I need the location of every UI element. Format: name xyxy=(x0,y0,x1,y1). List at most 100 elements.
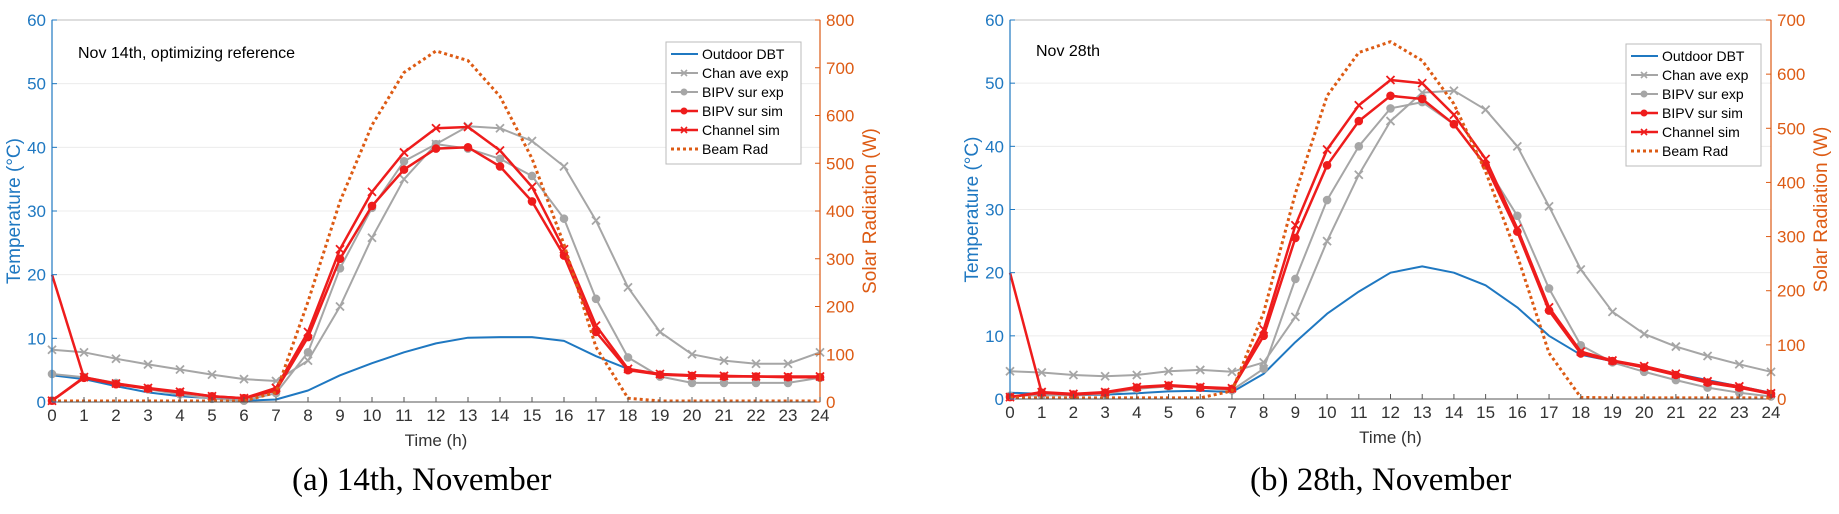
x-tick-label: 18 xyxy=(1571,403,1590,422)
legend-marker xyxy=(680,88,688,96)
x-tick-label: 0 xyxy=(1005,403,1014,422)
data-point xyxy=(1449,86,1459,96)
y2-tick-label: 600 xyxy=(826,107,854,126)
y-tick-label: 20 xyxy=(985,264,1004,283)
y2-tick-label: 100 xyxy=(1777,336,1805,355)
data-point xyxy=(1132,370,1142,380)
data-point xyxy=(783,371,793,382)
data-point xyxy=(367,233,377,243)
data-point xyxy=(303,355,313,366)
y2-tick-label: 200 xyxy=(826,298,854,317)
data-point xyxy=(1322,236,1332,246)
data-point xyxy=(1386,91,1395,101)
data-point xyxy=(367,201,377,211)
data-point xyxy=(1163,366,1174,376)
x-tick-label: 15 xyxy=(1476,403,1495,422)
x-tick-label: 8 xyxy=(1259,403,1268,422)
legend-label: Channel sim xyxy=(702,122,780,138)
x-tick-label: 21 xyxy=(715,406,734,425)
y-tick-label: 50 xyxy=(27,75,46,94)
data-point xyxy=(1386,104,1395,113)
data-point xyxy=(591,294,601,304)
data-point xyxy=(1671,341,1681,352)
data-point xyxy=(1417,94,1427,104)
x-tick-label: 13 xyxy=(459,406,478,425)
data-point xyxy=(1037,367,1047,378)
data-point xyxy=(527,197,537,206)
data-point xyxy=(111,378,121,389)
data-point xyxy=(1195,365,1205,375)
data-point xyxy=(239,374,249,384)
x-tick-label: 10 xyxy=(1318,403,1337,422)
data-point xyxy=(303,348,313,357)
y-tick-label: 0 xyxy=(37,393,46,412)
caption-a: (a) 14th, November xyxy=(292,462,552,498)
x-tick-label: 23 xyxy=(779,406,798,425)
legend-label: BIPV sur exp xyxy=(702,84,784,100)
initial-spike-line xyxy=(1008,272,1043,394)
data-point xyxy=(1512,141,1522,151)
data-point xyxy=(1702,376,1713,386)
data-point xyxy=(1322,195,1332,205)
data-point xyxy=(751,359,761,369)
chart-panel-1: 0 1 2 3 4 5 6 7 8 9 10 11 12 13 14 15 16 17 18 19 20 21 22 23 24… xyxy=(962,11,1832,447)
initial-spike-line xyxy=(50,274,86,379)
data-point xyxy=(1227,367,1237,377)
x-tick-label: 14 xyxy=(1444,403,1463,422)
data-point xyxy=(1417,78,1427,88)
x-tick-label: 1 xyxy=(79,406,88,425)
data-point xyxy=(335,301,345,312)
x-tick-label: 7 xyxy=(1227,403,1236,422)
data-point xyxy=(1702,351,1713,361)
y-tick-label: 10 xyxy=(985,327,1004,346)
data-point xyxy=(751,371,761,382)
chart-note: Nov 14th, optimizing reference xyxy=(78,45,295,62)
data-point xyxy=(1132,382,1142,392)
data-point xyxy=(1480,154,1491,164)
legend-label: Chan ave exp xyxy=(1662,67,1749,83)
data-point xyxy=(431,144,441,153)
data-point xyxy=(527,171,537,181)
y-tick-label: 30 xyxy=(27,202,46,221)
x-tick-label: 3 xyxy=(143,406,152,425)
y2-tick-label: 500 xyxy=(1777,119,1805,138)
y2-axis-label: Solar Radiation (W) xyxy=(1811,127,1832,293)
legend-marker xyxy=(1640,71,1648,79)
x-tick-label: 24 xyxy=(1762,403,1781,422)
data-point xyxy=(1576,264,1586,275)
data-point xyxy=(463,143,473,152)
data-point xyxy=(1639,361,1649,371)
x-tick-label: 16 xyxy=(555,406,574,425)
data-point xyxy=(399,157,409,166)
data-point xyxy=(1195,382,1205,392)
legend-label: Outdoor DBT xyxy=(1662,48,1745,64)
y2-tick-label: 700 xyxy=(826,59,854,78)
data-point xyxy=(1480,105,1491,115)
data-point xyxy=(1068,370,1079,380)
data-point xyxy=(1607,355,1618,366)
data-point xyxy=(495,145,505,156)
data-point xyxy=(527,182,537,192)
data-point xyxy=(111,354,121,364)
x-tick-label: 11 xyxy=(395,406,413,425)
y2-tick-label: 200 xyxy=(1777,282,1805,301)
data-point xyxy=(1322,160,1332,170)
x-tick-label: 9 xyxy=(335,406,344,425)
y-tick-label: 40 xyxy=(27,138,46,157)
x-axis-label: Time (h) xyxy=(1359,428,1422,447)
data-point xyxy=(1354,170,1364,180)
data-point xyxy=(143,383,153,393)
data-point xyxy=(687,370,697,380)
x-tick-label: 5 xyxy=(207,406,216,425)
data-point xyxy=(687,378,697,388)
legend-label: Channel sim xyxy=(1662,124,1740,140)
y2-tick-label: 400 xyxy=(826,202,854,221)
data-point xyxy=(1163,380,1174,390)
data-point xyxy=(1290,220,1301,230)
data-point xyxy=(1639,329,1649,339)
data-point xyxy=(367,187,377,197)
data-point xyxy=(495,123,505,133)
y-tick-label: 60 xyxy=(985,11,1004,30)
data-point xyxy=(1100,371,1110,381)
legend-marker xyxy=(680,107,688,115)
